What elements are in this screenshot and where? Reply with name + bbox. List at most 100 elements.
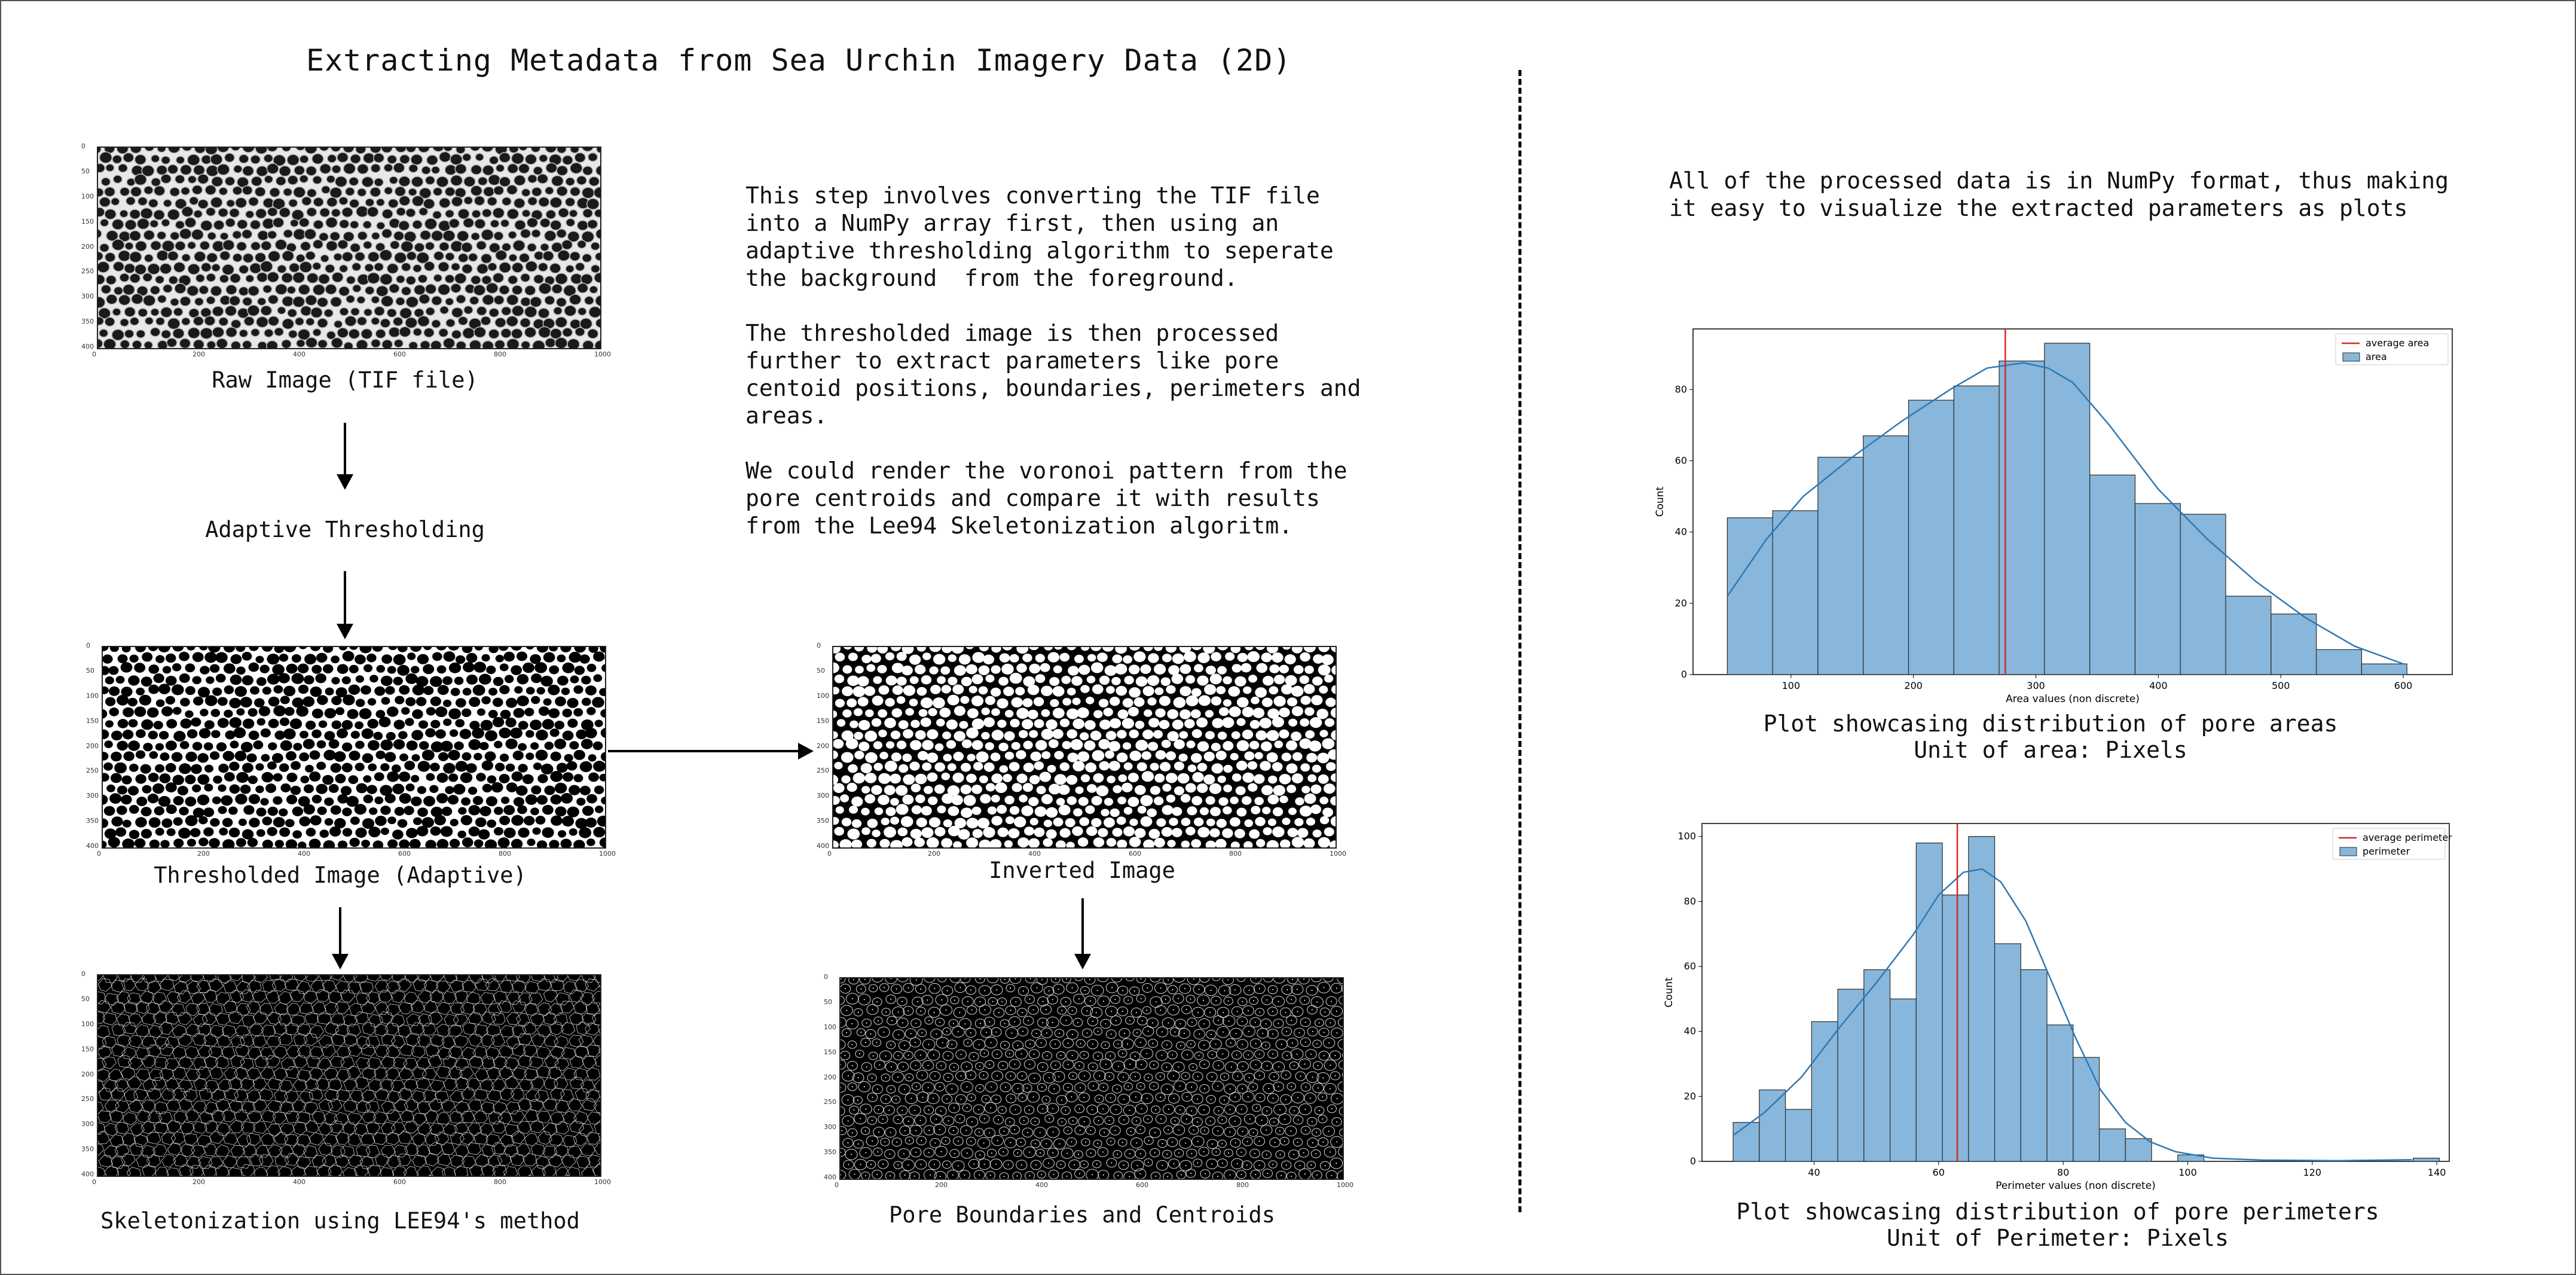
pore: [98, 274, 106, 285]
pore: [187, 263, 201, 275]
pore: [338, 196, 349, 206]
pore: [1218, 797, 1229, 806]
pore-boundary: [942, 1027, 952, 1036]
skeleton-cell: [311, 1111, 326, 1124]
pore: [224, 685, 234, 694]
pore-centroid: [970, 1140, 972, 1142]
pore: [103, 762, 113, 771]
pore: [985, 742, 994, 751]
pore-centroid: [1322, 1118, 1324, 1120]
skeleton-cell: [518, 1055, 533, 1069]
skeleton-cell: [266, 1165, 280, 1176]
pore-centroid: [1315, 1153, 1317, 1155]
pore: [361, 728, 374, 739]
pore: [1147, 675, 1160, 686]
skeleton-cell: [98, 1058, 107, 1071]
pore: [247, 708, 258, 717]
pore: [128, 740, 140, 751]
skeleton-cell: [104, 1166, 119, 1176]
pore-boundary: [1216, 1048, 1230, 1060]
pore-centroid: [1089, 1000, 1091, 1002]
pore: [482, 783, 493, 793]
pore: [161, 818, 173, 828]
pore-boundary: [1206, 1072, 1218, 1082]
skeleton-cell: [297, 1045, 312, 1059]
pore-centroid: [1278, 1066, 1279, 1067]
pore-centroid: [1080, 1087, 1081, 1088]
pore: [478, 673, 491, 685]
pore-boundary: [1012, 1040, 1024, 1051]
pore: [1110, 808, 1120, 818]
pore-centroid: [1014, 1128, 1016, 1130]
pore: [965, 664, 977, 675]
pore: [302, 696, 315, 707]
pore: [1291, 706, 1303, 716]
pore: [341, 206, 353, 218]
pore: [1016, 647, 1029, 654]
pore: [836, 719, 846, 727]
pore: [999, 653, 1010, 663]
pore-boundary: [1113, 1171, 1123, 1179]
pore-boundary: [1063, 1126, 1072, 1135]
skeleton-cell: [324, 1022, 339, 1035]
pore-boundary: [899, 1170, 910, 1179]
pore: [103, 806, 115, 816]
skeleton-cell: [535, 1155, 550, 1170]
skeleton-cell: [252, 1099, 267, 1113]
pore: [1161, 739, 1171, 748]
pore-boundary: [984, 1036, 998, 1049]
pore-boundary: [1086, 1169, 1099, 1179]
pore: [879, 752, 888, 759]
pore-centroid: [1147, 1161, 1149, 1163]
pore-centroid: [1052, 1152, 1054, 1154]
pore: [511, 838, 523, 847]
pore-centroid: [1230, 1042, 1232, 1044]
pore: [884, 785, 896, 795]
pore-centroid: [1203, 1063, 1205, 1065]
pore: [313, 219, 324, 230]
pore: [1067, 708, 1079, 719]
pore: [1231, 731, 1240, 739]
pore: [442, 676, 453, 685]
pore-boundary: [1081, 1028, 1093, 1038]
pore: [374, 306, 386, 316]
pore: [222, 751, 234, 761]
pore: [312, 283, 326, 296]
pore: [947, 785, 960, 797]
pore: [197, 687, 210, 698]
pore-centroid: [966, 1152, 968, 1154]
pore: [451, 330, 462, 340]
pore: [326, 197, 338, 208]
pore-centroid: [1040, 1042, 1042, 1044]
pore: [1215, 751, 1227, 761]
skeleton-cell: [336, 1045, 352, 1059]
pore: [289, 718, 302, 730]
pore-centroid: [1129, 1153, 1130, 1155]
pore: [238, 264, 249, 274]
pore: [357, 231, 368, 241]
pore-boundary: [965, 1070, 977, 1081]
skeleton-cell: [543, 989, 558, 1002]
skeleton-cell: [488, 1111, 503, 1124]
pore: [1001, 663, 1014, 675]
pore-boundary: [955, 1049, 967, 1060]
pore-boundary: [854, 1113, 867, 1125]
pore: [437, 685, 449, 696]
pore: [871, 718, 882, 727]
skeleton-cell: [259, 1047, 274, 1060]
pore-boundary: [1193, 984, 1205, 995]
pore: [550, 751, 561, 761]
pore: [518, 743, 527, 751]
pore-centroid: [1336, 1163, 1337, 1164]
pore: [473, 661, 487, 673]
pore: [1287, 785, 1297, 794]
skeleton-cell: [234, 1089, 249, 1102]
pore-boundary: [1040, 1138, 1053, 1149]
pore: [561, 327, 573, 338]
pore: [579, 827, 592, 838]
pore-boundary: [872, 1169, 883, 1179]
pore: [230, 674, 242, 685]
pore: [985, 783, 995, 792]
pore: [305, 251, 316, 261]
pore-boundary: [1172, 978, 1185, 983]
